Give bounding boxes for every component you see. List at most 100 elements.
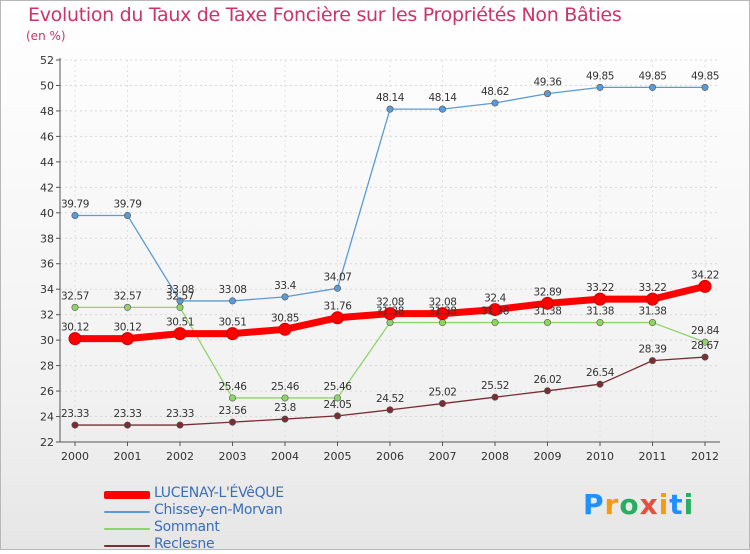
x-tick-label: 2001 bbox=[114, 450, 142, 463]
data-point bbox=[543, 387, 551, 395]
y-tick-label: 46 bbox=[40, 130, 54, 143]
data-label: 32.4 bbox=[484, 293, 506, 305]
data-point bbox=[121, 332, 134, 346]
y-tick-label: 30 bbox=[40, 334, 54, 347]
x-tick-label: 2000 bbox=[61, 450, 89, 463]
data-point bbox=[176, 303, 184, 311]
data-point bbox=[386, 105, 394, 113]
data-point bbox=[543, 319, 551, 327]
data-label: 32.57 bbox=[166, 290, 194, 302]
data-point bbox=[229, 297, 237, 305]
logo-letter: x bbox=[639, 488, 659, 521]
legend-swatch bbox=[104, 491, 150, 499]
legend-swatch bbox=[104, 528, 150, 530]
data-label: 26.02 bbox=[533, 374, 561, 386]
data-label: 31.38 bbox=[428, 306, 456, 318]
data-label: 32.57 bbox=[113, 290, 141, 302]
data-point bbox=[331, 311, 344, 325]
data-point bbox=[383, 307, 397, 321]
data-point bbox=[229, 418, 237, 426]
data-point bbox=[488, 303, 502, 317]
data-point bbox=[173, 327, 187, 341]
y-tick-label: 36 bbox=[40, 258, 54, 271]
data-label: 31.76 bbox=[323, 301, 352, 313]
data-point bbox=[176, 421, 184, 429]
data-label: 23.33 bbox=[113, 408, 141, 420]
data-label: 39.79 bbox=[61, 198, 89, 210]
y-tick-label: 28 bbox=[40, 360, 54, 373]
data-label: 32.08 bbox=[428, 297, 456, 309]
data-point bbox=[281, 415, 289, 423]
x-tick-label: 2011 bbox=[639, 450, 667, 463]
data-label: 24.52 bbox=[376, 393, 404, 405]
x-tick-label: 2002 bbox=[166, 450, 194, 463]
data-point bbox=[71, 211, 79, 219]
y-tick-label: 32 bbox=[40, 309, 54, 322]
data-label: 23.56 bbox=[218, 405, 247, 417]
x-tick-label: 2004 bbox=[271, 450, 299, 463]
data-point bbox=[438, 105, 446, 113]
data-point bbox=[333, 284, 341, 292]
data-label: 30.12 bbox=[61, 322, 89, 334]
y-tick-label: 24 bbox=[40, 411, 54, 424]
data-label: 25.46 bbox=[271, 381, 300, 393]
data-label: 26.54 bbox=[586, 367, 615, 379]
y-tick-label: 38 bbox=[40, 232, 54, 245]
data-label: 29.84 bbox=[691, 325, 720, 337]
data-point bbox=[648, 357, 656, 365]
data-label: 23.8 bbox=[274, 402, 296, 414]
data-point bbox=[278, 322, 292, 336]
data-label: 23.33 bbox=[61, 408, 89, 420]
logo-letter: t bbox=[669, 488, 684, 521]
x-tick-label: 2003 bbox=[219, 450, 247, 463]
data-label: 24.05 bbox=[323, 399, 351, 411]
data-point bbox=[543, 90, 551, 98]
data-label: 33.22 bbox=[638, 282, 666, 294]
data-label: 30.51 bbox=[218, 317, 246, 329]
x-tick-label: 2012 bbox=[691, 450, 719, 463]
logo-letter: i bbox=[658, 488, 670, 521]
data-point bbox=[596, 319, 604, 327]
unit-label: (en %) bbox=[26, 29, 66, 43]
x-tick-label: 2007 bbox=[429, 450, 457, 463]
data-label: 31.38 bbox=[533, 306, 561, 318]
x-tick-label: 2005 bbox=[324, 450, 352, 463]
data-point bbox=[386, 406, 394, 414]
data-point bbox=[701, 338, 709, 346]
data-label: 33.08 bbox=[166, 284, 194, 296]
data-point bbox=[646, 292, 659, 306]
data-point bbox=[281, 293, 289, 301]
data-point bbox=[701, 353, 709, 361]
logo-letter: i bbox=[683, 488, 695, 521]
data-point bbox=[596, 380, 604, 388]
data-label: 25.52 bbox=[481, 380, 509, 392]
data-point bbox=[333, 394, 341, 402]
data-point bbox=[596, 83, 604, 91]
chart-title: Evolution du Taux de Taxe Foncière sur l… bbox=[28, 4, 622, 26]
data-label: 30.85 bbox=[271, 312, 299, 324]
data-label: 25.46 bbox=[323, 381, 352, 393]
y-tick-label: 26 bbox=[40, 385, 54, 398]
data-point bbox=[68, 332, 82, 346]
y-tick-label: 52 bbox=[40, 54, 54, 67]
x-tick-label: 2006 bbox=[376, 450, 404, 463]
y-tick-label: 40 bbox=[40, 207, 54, 220]
data-label: 28.39 bbox=[638, 344, 666, 356]
data-label: 49.85 bbox=[691, 70, 719, 82]
data-point bbox=[333, 412, 341, 420]
data-label: 32.57 bbox=[61, 290, 89, 302]
data-label: 32.08 bbox=[376, 297, 404, 309]
data-point bbox=[436, 307, 449, 321]
data-label: 31.38 bbox=[376, 306, 404, 318]
data-label: 49.85 bbox=[586, 70, 614, 82]
data-point bbox=[124, 211, 132, 219]
data-point bbox=[229, 394, 237, 402]
y-tick-label: 48 bbox=[40, 105, 54, 118]
logo-letter: r bbox=[604, 488, 620, 521]
data-point bbox=[281, 394, 289, 402]
legend-swatch bbox=[104, 545, 150, 547]
data-label: 31.38 bbox=[481, 306, 509, 318]
data-label: 48.14 bbox=[376, 92, 405, 104]
data-label: 48.14 bbox=[428, 92, 457, 104]
